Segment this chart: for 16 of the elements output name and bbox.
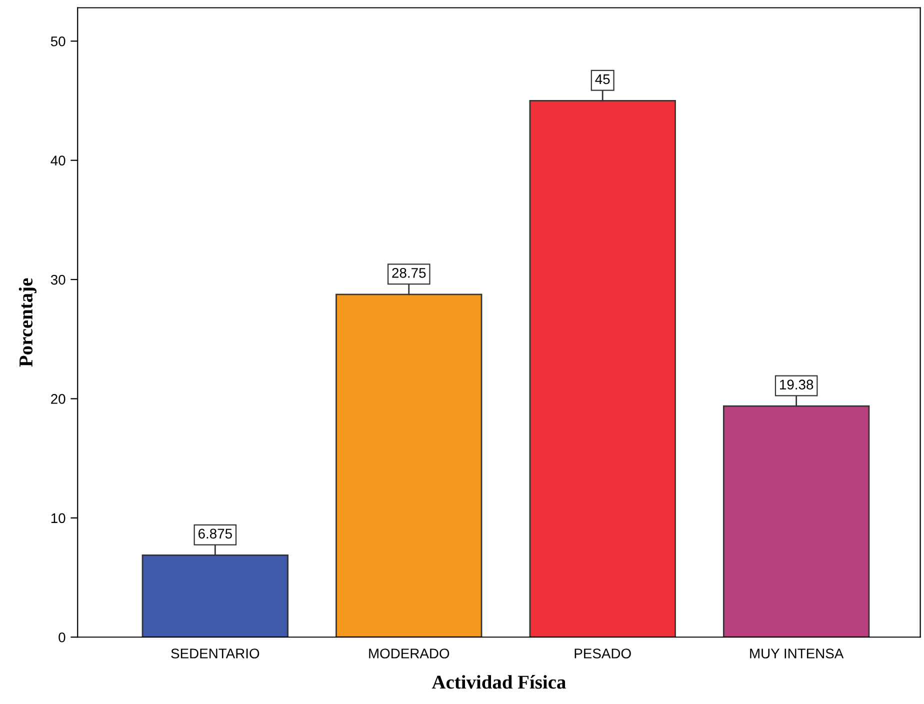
y-tick-label: 30 [50,274,66,285]
y-tick-label: 0 [58,632,66,642]
data-label: 45 [595,74,610,84]
data-label: 6.875 [198,528,232,539]
y-axis-title: Porcentaje [18,278,36,367]
x-axis-title: Actividad Física [432,675,566,689]
data-label: 28.75 [392,268,426,278]
data-label: 19.38 [780,380,814,390]
y-tick-label: 10 [51,513,66,524]
y-tick-label: 20 [51,394,66,404]
y-tick-label: 50 [50,36,66,46]
x-tick-label: SEDENTARIO [171,648,260,658]
x-tick-label: PESADO [574,648,631,658]
y-tick-label: 40 [50,156,66,166]
x-tick-label: MUY INTENSA [750,648,844,658]
x-tick-label: MODERADO [369,648,450,658]
